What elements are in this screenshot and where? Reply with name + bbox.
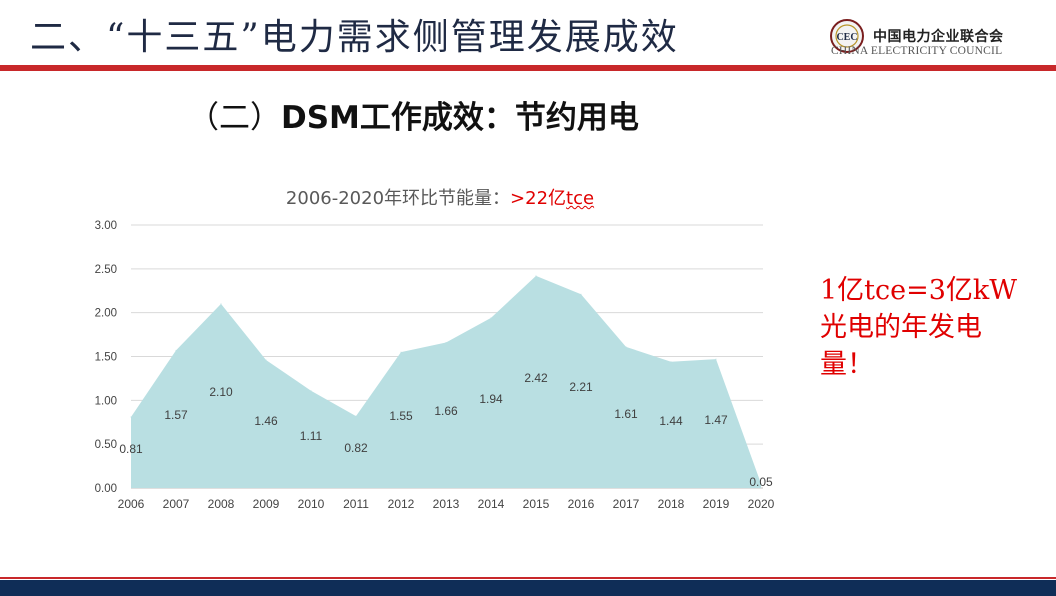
x-tick-label: 2006 [118,497,145,511]
data-point [670,361,672,363]
data-point [715,358,717,360]
y-tick-label: 0.00 [95,483,117,495]
logo: CEC 中国电力企业联合会 CHINA ELECTRICITY COUNCIL [829,18,1051,64]
y-tick-label: 1.50 [95,352,117,364]
section-subtitle: （二）DSM工作成效：节约用电 [188,92,639,137]
data-label: 1.57 [164,408,188,422]
x-tick-label: 2018 [658,497,685,511]
data-label: 2.10 [209,385,233,399]
x-tick-label: 2019 [703,497,730,511]
data-label: 1.47 [704,413,728,427]
data-point [445,341,447,343]
energy-saving-chart: 0.00 0.50 1.00 1.50 2.00 2.50 3.00 2006 2007 200… [90,175,790,525]
note-line-2: 光电的年发电 [820,312,982,343]
subtitle-text: DSM工作成效：节约用电 [281,100,639,136]
conversion-note: 1亿tce=3亿kW 光电的年发电 量！ [820,272,1052,383]
chart-title-hl-mid: 亿 [548,188,567,209]
x-tick-label: 2013 [433,497,460,511]
data-label: 0.82 [344,441,368,455]
x-tick-label: 2009 [253,497,280,511]
data-point [535,275,537,277]
x-tick-label: 2007 [163,497,190,511]
data-point [175,349,177,351]
data-point [760,483,762,485]
data-label: 1.66 [434,404,458,418]
data-point [490,317,492,319]
chart-x-axis: 2006 2007 2008 2009 2010 2011 2012 2013 2014 2015… [118,497,775,511]
header-divider [0,65,1056,71]
x-tick-label: 2012 [388,497,415,511]
y-tick-label: 3.00 [95,220,117,232]
data-point [220,303,222,305]
area-series [131,275,761,488]
chart-data-labels: 0.81 1.57 2.10 1.46 1.11 0.82 1.55 1.66 1.94 2.42… [119,371,773,489]
slide-title: 二、“十三五”电力需求侧管理发展成效 [30,17,679,58]
chart-title-hl-end: tce [566,188,595,209]
logo-mark-text: CEC [836,32,857,43]
x-tick-label: 2011 [343,497,369,511]
chart-y-axis: 0.00 0.50 1.00 1.50 2.00 2.50 3.00 [95,220,117,495]
data-point [265,359,267,361]
x-tick-label: 2010 [298,497,325,511]
footer-accent-line [0,577,1056,579]
chart-canvas: 0.000.501.001.502.002.503.00 2006 2007 200… [95,220,775,511]
y-tick-label: 1.00 [95,395,117,407]
chart-area-series [130,275,762,488]
subtitle-paren: （二） [188,100,281,136]
data-label: 1.44 [659,414,683,428]
data-label: 0.05 [749,475,773,489]
data-point [310,390,312,392]
data-point [355,415,357,417]
cec-emblem-icon: CEC [830,19,864,53]
data-point [625,346,627,348]
data-label: 1.46 [254,414,278,428]
x-tick-label: 2014 [478,497,505,511]
chart-title-prefix: 2006-2020年环比节能量： [285,188,511,209]
x-tick-label: 2017 [613,497,640,511]
y-tick-label: 2.00 [95,308,117,320]
x-tick-label: 2008 [208,497,235,511]
x-tick-label: 2015 [523,497,550,511]
data-label: 1.94 [479,392,503,406]
y-tick-label: 2.50 [95,264,117,276]
logo-cn-text: 中国电力企业联合会 [873,29,1004,45]
x-tick-label: 2016 [568,497,595,511]
footer-band [0,580,1056,596]
x-tick-label: 2020 [748,497,775,511]
data-label: 1.61 [614,407,638,421]
data-point [580,293,582,295]
chart-title: 2006-2020年环比节能量：>22亿tce [90,184,790,210]
data-label: 0.81 [119,442,143,456]
data-point [400,351,402,353]
data-label: 1.55 [389,409,413,423]
logo-en-text: CHINA ELECTRICITY COUNCIL [831,45,1003,57]
note-line-1: 1亿tce=3亿kW [820,275,1018,306]
data-label: 1.11 [300,429,323,443]
data-point [130,416,132,418]
y-tick-label: 0.50 [95,439,117,451]
chart-title-hl-start: >22 [510,188,549,209]
chart-title-highlight: >22亿tce [510,188,594,209]
note-line-3: 量！ [820,349,874,380]
data-label: 2.42 [524,371,548,385]
data-label: 2.21 [569,380,593,394]
